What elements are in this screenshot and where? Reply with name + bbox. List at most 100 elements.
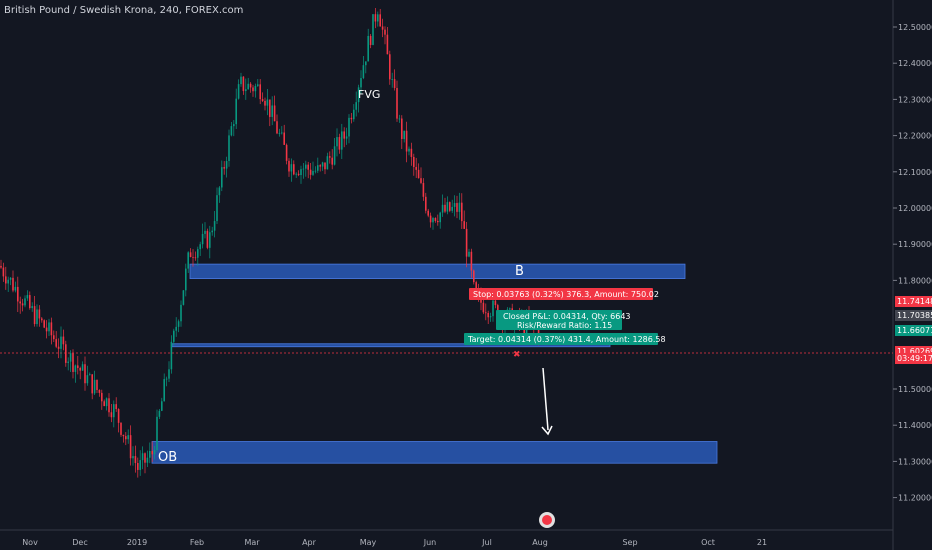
zone-rect[interactable] (151, 441, 718, 464)
candle-body (245, 89, 247, 92)
candle-body (134, 456, 137, 463)
candle-body (7, 279, 9, 284)
price-marker: 11.74148 (895, 296, 932, 308)
candle-body (0, 265, 2, 268)
candle-body (29, 295, 31, 309)
target-label-box (464, 333, 658, 345)
price-tick-label: 11.40000 (898, 421, 932, 430)
candle-body (31, 306, 33, 309)
candle-body (415, 166, 417, 170)
candle-body (242, 76, 245, 92)
down-arrow (542, 367, 549, 431)
price-tick-label: 12.00000 (898, 204, 932, 213)
candle-body (249, 83, 252, 88)
candle-body (317, 165, 319, 171)
ob-zone-label: OB (158, 450, 177, 465)
candle-body (393, 79, 396, 88)
candle-body (278, 132, 281, 134)
candle-body (401, 118, 403, 140)
candle-body (117, 409, 120, 423)
candle-body (259, 84, 261, 100)
candle-body (252, 87, 254, 92)
candle-body (197, 249, 199, 258)
candle-body (79, 367, 81, 371)
candle-body (321, 162, 324, 167)
candle-body (422, 182, 425, 197)
target-label: Target: 0.04314 (0.37%) 431.4, Amount: 1… (467, 335, 666, 344)
candle-body (26, 295, 29, 299)
candle-body (276, 121, 278, 134)
candle-body (307, 164, 309, 170)
candle-body (189, 252, 192, 258)
candle-body (170, 341, 173, 370)
zone-rect[interactable] (189, 263, 686, 279)
candle-body (24, 298, 26, 306)
candle-body (141, 453, 144, 461)
candle-body (257, 84, 259, 86)
candle-body (398, 118, 401, 120)
candle-body (357, 87, 360, 103)
candle-body (348, 117, 350, 137)
candle-body (149, 450, 151, 458)
candle-body (122, 434, 125, 437)
candle-body (211, 230, 213, 233)
candle-body (230, 126, 233, 136)
time-tick-label: Feb (190, 538, 204, 547)
closed-pl-box (496, 310, 622, 330)
candle-body (55, 339, 57, 347)
candle-body (389, 54, 391, 80)
candle-body (309, 169, 312, 175)
arrow-head-icon (541, 425, 553, 436)
candle-body (492, 300, 494, 317)
candle-body (365, 61, 367, 66)
candle-body (449, 202, 451, 211)
candle-body (161, 401, 163, 411)
price-tick-label: 12.30000 (898, 95, 932, 104)
candle-body (386, 34, 389, 55)
candle-body (17, 286, 19, 302)
candle-body (288, 160, 290, 172)
candle-body (218, 187, 221, 196)
candle-body (120, 422, 122, 435)
candle-body (367, 35, 369, 62)
candle-body (350, 117, 353, 120)
candle-body (293, 164, 295, 175)
candle-body (271, 105, 273, 117)
candle-body (221, 167, 223, 188)
candle-body (285, 144, 288, 161)
candle-body (381, 26, 384, 30)
candle-body (468, 251, 470, 257)
candle-body (129, 435, 132, 459)
time-tick-label: Mar (244, 538, 260, 547)
candle-body (432, 217, 434, 223)
candle-body (86, 375, 89, 384)
earnings-badge-core (542, 515, 552, 525)
price-marker: 11.70385 (895, 309, 932, 321)
candle-body (302, 168, 305, 170)
candle-body (228, 135, 230, 162)
candle-body (89, 374, 91, 376)
b-zone-label: B (515, 264, 524, 279)
time-tick-label: Sep (622, 538, 637, 547)
candle-body (139, 460, 141, 470)
candle-body (281, 132, 283, 134)
candle-body (333, 146, 336, 165)
candle-body (201, 233, 204, 245)
candle-body (353, 109, 355, 120)
candle-body (19, 301, 21, 304)
candle-body (297, 173, 300, 176)
candle-body (509, 308, 511, 310)
candle-body (153, 450, 156, 455)
candle-body (213, 221, 216, 231)
candle-body (485, 312, 487, 314)
candle-body (43, 320, 45, 328)
candle-body (494, 300, 497, 306)
candle-body (182, 290, 185, 305)
candle-body (192, 257, 194, 258)
candle-body (165, 378, 168, 380)
candle-body (441, 204, 444, 213)
candle-body (48, 322, 50, 332)
price-tick-label: 12.20000 (898, 132, 932, 141)
